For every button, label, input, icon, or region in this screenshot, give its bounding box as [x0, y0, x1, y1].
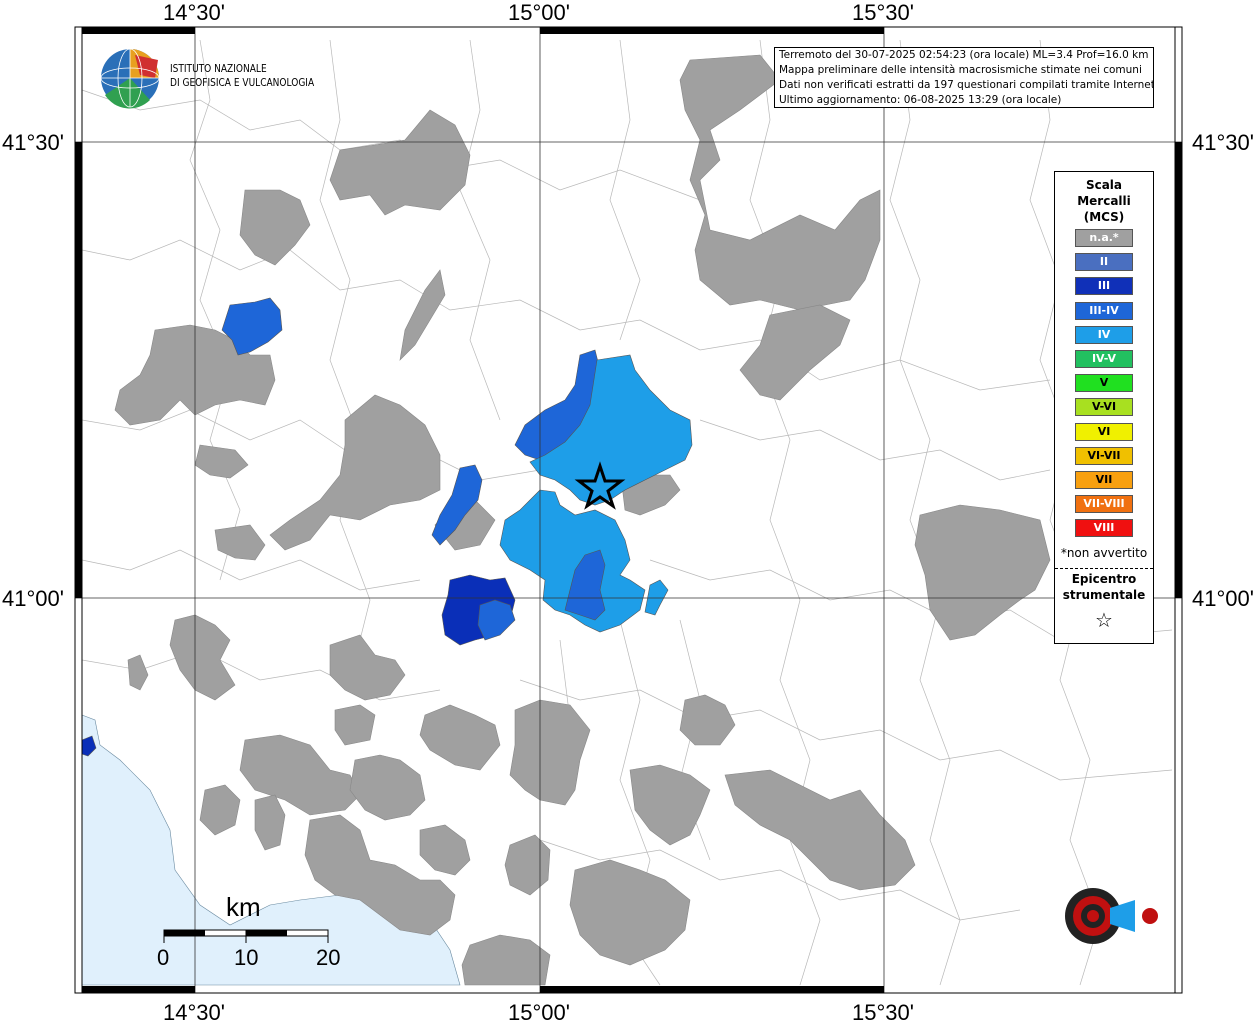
lon-label-top-1: 14°30' [163, 0, 225, 25]
epicenter-star [574, 461, 626, 510]
lat-label-right-1: 41°30' [1192, 130, 1254, 155]
lat-label-left-1: 41°30' [2, 130, 64, 155]
legend-item: IV [1075, 325, 1133, 344]
legend-epicenter-1: Epicentro [1071, 572, 1137, 586]
legend-item: VII [1075, 471, 1133, 489]
area-intensity-iii-iv-d [431, 464, 483, 546]
ingv-logo-icon [100, 48, 160, 109]
legend-item: III [1075, 277, 1133, 296]
lon-label-top-2: 15°00' [508, 0, 570, 25]
info-line-4: Ultimo aggiornamento: 06-08-2025 13:29 (… [779, 94, 1062, 106]
graticule [75, 27, 1182, 993]
info-line-3: Dati non verificati estratti da 197 ques… [779, 79, 1154, 91]
legend-item: III-IV [1075, 301, 1133, 320]
scale-tick-0: 0 [157, 945, 170, 970]
area-intensity-iii-iv [221, 297, 283, 356]
legend-note: *non avvertito [1060, 546, 1148, 560]
lat-label-right-2: 41°00' [1192, 586, 1254, 611]
municipal-boundaries [81, 39, 1173, 986]
institute-name: ISTITUTO NAZIONALE DI GEOFISICA E VULCAN… [170, 62, 314, 90]
info-line-2: Mappa preliminare delle intensità macros… [779, 64, 1142, 76]
lat-label-left-2: 41°00' [2, 586, 64, 611]
info-line-1: Terremoto del 30-07-2025 02:54:23 (ora l… [779, 49, 1149, 61]
lon-label-bottom-2: 15°00' [508, 1000, 570, 1025]
legend-divider [1055, 568, 1153, 569]
area-intensity-iii-iv-c [564, 549, 606, 621]
area-intensity-iii-iv-e [477, 599, 516, 641]
scale-unit: km [226, 892, 261, 922]
legend-item: VI [1075, 422, 1133, 441]
scale-bar [163, 929, 329, 943]
legend-item: II [1075, 253, 1133, 272]
not-felt-areas [114, 54, 1051, 986]
lon-label-bottom-1: 14°30' [163, 1000, 225, 1025]
area-intensity-iv-east [644, 579, 669, 616]
legend-title-line-2: Mercalli [1077, 194, 1131, 208]
legend-item: n.a.* [1075, 229, 1133, 247]
legend-item: IV-V [1075, 350, 1133, 368]
lon-label-top-3: 15°30' [852, 0, 914, 25]
lon-label-bottom-3: 15°30' [852, 1000, 914, 1025]
legend-item: V [1075, 374, 1133, 393]
legend-title-line-3: (MCS) [1083, 210, 1125, 224]
scale-tick-10: 10 [234, 945, 259, 970]
event-info-box: Terremoto del 30-07-2025 02:54:23 (ora l… [774, 47, 1154, 108]
area-intensity-iv-south [499, 489, 646, 633]
map-frame [74, 26, 1183, 994]
haisentito-logo-icon [1065, 888, 1158, 944]
legend-item: V-VI [1075, 398, 1133, 417]
legend-title-line-1: Scala [1085, 178, 1123, 192]
legend-title: Scala Mercalli (MCS) [1055, 177, 1153, 225]
institute-line-2: DI GEOFISICA E VULCANOLOGIA [170, 76, 315, 89]
legend-item: VII-VIII [1075, 495, 1133, 514]
legend-item: VIII [1075, 519, 1133, 538]
scale-tick-20: 20 [316, 945, 341, 970]
legend-item: VI-VII [1075, 446, 1133, 465]
institute-line-1: ISTITUTO NAZIONALE [170, 62, 267, 75]
legend-epicenter-2: strumentale [1062, 588, 1146, 602]
legend-star-icon: ☆ [1095, 608, 1113, 632]
sea-area [81, 714, 461, 986]
intensity-legend: Scala Mercalli (MCS) n.a.* II III III-IV IV I… [1054, 171, 1154, 644]
intensity-areas [81, 297, 693, 757]
